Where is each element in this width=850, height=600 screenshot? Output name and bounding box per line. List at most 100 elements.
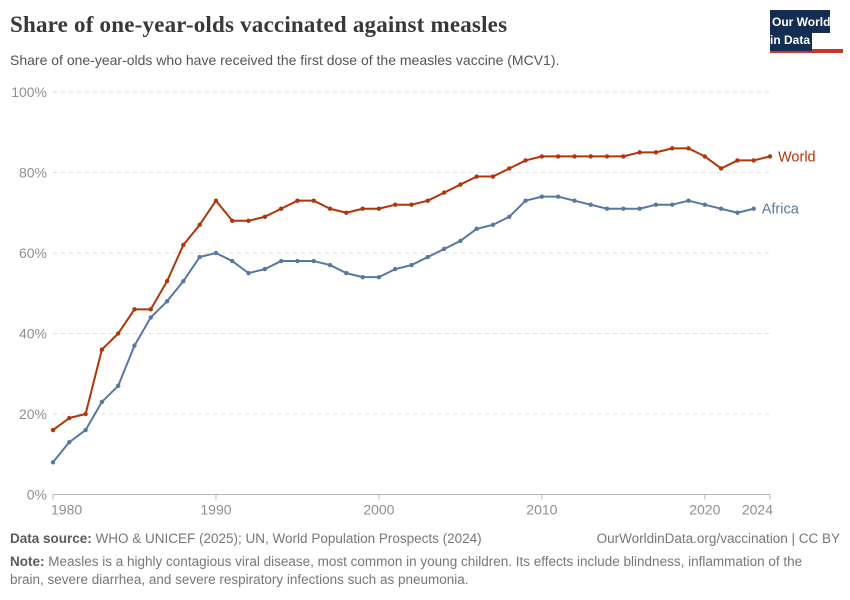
world-point bbox=[213, 198, 219, 203]
africa-point bbox=[604, 206, 610, 211]
world-point bbox=[718, 166, 724, 171]
africa-point bbox=[360, 274, 365, 280]
page-title: Share of one-year-olds vaccinated agains… bbox=[10, 12, 508, 37]
africa-point bbox=[555, 194, 561, 199]
world-point bbox=[376, 206, 382, 211]
africa-point bbox=[572, 198, 577, 203]
world-point bbox=[164, 278, 170, 284]
world-point bbox=[262, 214, 268, 219]
world-point bbox=[670, 146, 675, 151]
logo-line-2: in Data bbox=[770, 33, 811, 47]
logo-line-1: Our World bbox=[772, 15, 831, 29]
x-axis-label-1980: 1980 bbox=[51, 502, 82, 518]
world-point bbox=[360, 206, 365, 211]
africa-series-label: Africa bbox=[762, 202, 800, 218]
world-point bbox=[555, 154, 561, 159]
africa-point bbox=[213, 250, 219, 256]
world-point bbox=[295, 198, 300, 203]
y-axis-label-100: 100% bbox=[11, 84, 47, 100]
y-axis-label-40: 40% bbox=[19, 326, 47, 342]
world-point bbox=[588, 154, 593, 159]
world-point bbox=[278, 206, 284, 211]
africa-point bbox=[164, 299, 170, 304]
world-point bbox=[458, 182, 463, 187]
note-label: Note: bbox=[10, 554, 45, 569]
africa-point bbox=[637, 206, 642, 211]
world-point bbox=[539, 154, 545, 159]
world-point bbox=[653, 150, 659, 155]
y-axis-label-80: 80% bbox=[19, 165, 47, 181]
africa-point bbox=[393, 266, 398, 272]
world-point bbox=[441, 190, 447, 195]
africa-point bbox=[83, 427, 88, 433]
owid-logo-red-bar bbox=[770, 49, 843, 53]
x-axis-label-1990: 1990 bbox=[200, 502, 231, 518]
world-point bbox=[686, 146, 691, 151]
world-point bbox=[425, 198, 430, 203]
africa-point bbox=[132, 343, 137, 348]
world-point bbox=[507, 166, 512, 171]
africa-point bbox=[507, 214, 512, 219]
world-point bbox=[637, 150, 642, 155]
africa-point bbox=[262, 266, 268, 272]
world-point bbox=[474, 174, 479, 179]
africa-point bbox=[295, 258, 300, 264]
africa-point bbox=[670, 202, 675, 207]
africa-point bbox=[718, 206, 724, 211]
africa-point bbox=[588, 202, 593, 207]
world-point bbox=[181, 242, 186, 248]
world-point bbox=[67, 415, 72, 421]
chart-note: Note: Measles is a highly contagious vir… bbox=[10, 553, 828, 589]
africa-points bbox=[50, 194, 756, 465]
world-point bbox=[197, 222, 202, 228]
africa-point bbox=[246, 270, 251, 276]
y-axis-label-20: 20% bbox=[19, 406, 47, 422]
africa-point bbox=[425, 254, 430, 260]
y-axis-label-0: 0% bbox=[27, 487, 47, 503]
africa-point bbox=[327, 262, 333, 268]
chart-footer: Data source: WHO & UNICEF (2025); UN, Wo… bbox=[10, 531, 840, 589]
africa-point bbox=[458, 238, 463, 244]
africa-point bbox=[490, 222, 496, 228]
world-point bbox=[311, 198, 316, 203]
owid-logo[interactable]: Our World in Data bbox=[770, 10, 843, 53]
africa-point bbox=[50, 460, 56, 465]
world-point bbox=[490, 174, 496, 179]
world-point bbox=[230, 218, 235, 223]
world-point bbox=[702, 154, 708, 159]
africa-point bbox=[751, 206, 756, 211]
data-source-line: Data source: WHO & UNICEF (2025); UN, Wo… bbox=[10, 531, 482, 546]
world-point bbox=[767, 154, 773, 159]
africa-point bbox=[230, 258, 235, 264]
world-point bbox=[735, 158, 740, 163]
world-line bbox=[52, 147, 771, 432]
africa-point bbox=[376, 274, 382, 280]
y-axis-label-60: 60% bbox=[19, 245, 47, 261]
africa-point bbox=[474, 226, 479, 232]
world-point bbox=[751, 158, 756, 163]
world-point bbox=[327, 206, 333, 211]
africa-point bbox=[539, 194, 545, 199]
world-point bbox=[344, 210, 349, 215]
africa-point bbox=[409, 262, 414, 268]
world-point bbox=[83, 411, 88, 417]
world-series-label: World bbox=[778, 149, 816, 165]
world-point bbox=[621, 154, 626, 159]
owid-url-link[interactable]: OurWorldinData.org/vaccination | CC BY bbox=[596, 531, 840, 546]
note-text: Measles is a highly contagious viral dis… bbox=[10, 554, 803, 587]
world-point bbox=[115, 331, 121, 336]
world-point bbox=[604, 154, 610, 159]
x-axis-label-2010: 2010 bbox=[526, 502, 557, 518]
africa-point bbox=[686, 198, 691, 203]
africa-point bbox=[99, 399, 105, 405]
world-point bbox=[523, 158, 528, 163]
chart-subtitle: Share of one-year-olds who have received… bbox=[10, 52, 560, 68]
africa-point bbox=[67, 439, 72, 445]
world-points bbox=[50, 146, 773, 433]
data-source-label: Data source: bbox=[10, 531, 92, 546]
africa-point bbox=[621, 206, 626, 211]
world-point bbox=[148, 307, 153, 312]
africa-point bbox=[197, 254, 202, 260]
